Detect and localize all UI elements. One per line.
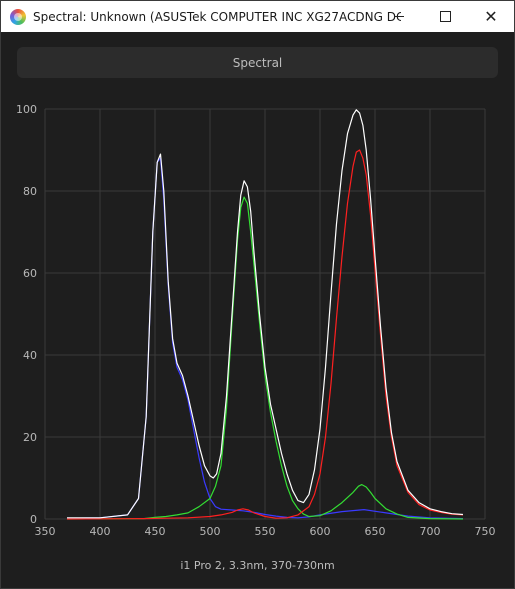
minimize-button[interactable]: [376, 1, 422, 32]
chart-tick-labels: 350 400 450 500 550 600 650 700 750 0 20 40 60 80 100: [16, 103, 496, 538]
y-tick-label: 60: [23, 267, 37, 280]
instrument-caption: i1 Pro 2, 3.3nm, 370-730nm: [180, 559, 335, 572]
spectrum-line: [67, 109, 464, 519]
chart-series: [66, 109, 464, 520]
app-logo-icon: [10, 8, 26, 25]
maximize-button[interactable]: [422, 1, 468, 32]
x-tick-label: 350: [35, 525, 56, 538]
x-tick-label: 600: [310, 525, 331, 538]
x-tick-label: 550: [255, 525, 276, 538]
y-tick-label: 40: [23, 349, 37, 362]
spectrum-line: [66, 196, 464, 520]
y-tick-label: 20: [23, 431, 37, 444]
chart-grid: [44, 108, 486, 520]
y-tick-label: 100: [16, 103, 37, 116]
y-tick-label: 0: [30, 513, 37, 526]
tab-spectral-label: Spectral: [232, 55, 283, 70]
close-icon: ✕: [484, 6, 498, 26]
x-tick-label: 750: [475, 525, 496, 538]
title-bar[interactable]: Spectral: Unknown (ASUSTek COMPUTER INC …: [1, 1, 514, 32]
x-tick-label: 700: [420, 525, 441, 538]
spectral-chart: 350 400 450 500 550 600 650 700 750 0 20 40 60 80 100: [16, 103, 496, 538]
tab-spectral[interactable]: Spectral: [17, 47, 498, 78]
x-tick-label: 500: [200, 525, 221, 538]
y-tick-label: 80: [23, 185, 37, 198]
x-tick-label: 400: [90, 525, 111, 538]
window-title: Spectral: Unknown (ASUSTek COMPUTER INC …: [33, 9, 401, 24]
close-button[interactable]: ✕: [468, 1, 514, 32]
x-tick-label: 450: [145, 525, 166, 538]
maximize-icon: [439, 11, 451, 22]
minimize-icon: [394, 16, 404, 17]
spectrum-line: [66, 149, 464, 520]
x-tick-label: 650: [365, 525, 386, 538]
